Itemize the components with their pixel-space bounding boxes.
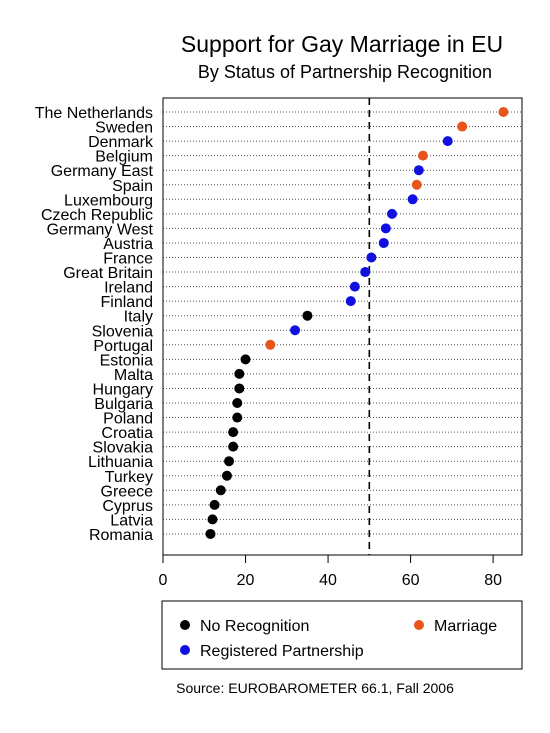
data-point [349, 281, 360, 292]
data-point [407, 194, 418, 205]
country-label: Greece [101, 483, 154, 500]
country-label: Germany East [51, 163, 154, 180]
x-axis: 0 20 40 60 80 [159, 555, 502, 589]
data-point [378, 237, 389, 248]
country-label: Turkey [105, 469, 153, 486]
grid-lines [163, 111, 522, 535]
data-point [290, 325, 301, 336]
country-label: Slovakia [93, 440, 154, 457]
country-label: Denmark [88, 134, 154, 151]
legend-label: Marriage [434, 618, 497, 635]
data-point [224, 456, 235, 467]
country-label: Lithuania [88, 454, 153, 471]
chart-subtitle: By Status of Partnership Recognition [198, 62, 492, 82]
data-point [234, 368, 245, 379]
data-point [205, 528, 216, 539]
data-point [345, 296, 356, 307]
data-point [240, 354, 251, 365]
data-point [411, 179, 422, 190]
data-point [366, 252, 377, 263]
country-label: Portugal [93, 338, 153, 355]
country-label: Slovenia [92, 323, 153, 340]
chart-title: Support for Gay Marriage in EU [181, 31, 503, 57]
legend-marker [414, 620, 424, 630]
source-note: Source: EUROBAROMETER 66.1, Fall 2006 [176, 680, 454, 696]
data-point [232, 412, 243, 423]
x-tick-label: 80 [484, 572, 502, 589]
data-point [265, 339, 276, 350]
data-point [360, 267, 371, 278]
country-label: Italy [124, 309, 153, 326]
data-point [209, 499, 220, 510]
country-label: Poland [103, 411, 153, 428]
country-label: Malta [114, 367, 153, 384]
legend-marker [180, 620, 190, 630]
data-point [302, 310, 313, 321]
data-point [457, 121, 468, 132]
legend-label: No Recognition [200, 618, 309, 635]
data-point [234, 383, 245, 394]
country-label: Great Britain [63, 265, 153, 282]
data-point [380, 223, 391, 234]
legend: No Recognition Marriage Registered Partner… [180, 618, 497, 660]
country-label: Estonia [100, 352, 153, 369]
country-label: Ireland [104, 280, 153, 297]
data-point [498, 107, 509, 117]
data-point [228, 441, 239, 452]
legend-box [161, 600, 523, 670]
country-labels: The NetherlandsSwedenDenmarkBelgiumGerma… [35, 105, 154, 544]
data-point [221, 470, 232, 481]
x-tick-label: 0 [159, 572, 168, 589]
country-label: The Netherlands [35, 105, 153, 122]
legend-marker [180, 645, 190, 655]
country-label: Austria [103, 236, 153, 253]
country-label: Belgium [95, 149, 153, 166]
country-label: Czech Republic [41, 207, 153, 224]
x-tick-label: 20 [237, 572, 255, 589]
data-points [205, 107, 509, 539]
country-label: Croatia [101, 425, 153, 442]
data-point [417, 150, 428, 161]
legend-label: Registered Partnership [200, 643, 364, 660]
country-label: France [103, 251, 153, 268]
country-label: Romania [89, 527, 153, 544]
x-tick-label: 60 [402, 572, 420, 589]
country-label: Spain [112, 178, 153, 195]
data-point [228, 427, 239, 438]
country-label: Sweden [95, 120, 153, 137]
data-point [442, 136, 453, 147]
country-label: Luxembourg [64, 192, 153, 209]
country-label: Cyprus [102, 498, 153, 515]
country-label: Finland [101, 294, 153, 311]
country-label: Hungary [93, 381, 153, 398]
data-point [215, 485, 226, 496]
country-label: Bulgaria [94, 396, 153, 413]
data-point [232, 398, 243, 408]
x-tick-label: 40 [319, 572, 337, 589]
plot-frame [162, 97, 523, 556]
country-label: Latvia [110, 512, 153, 529]
country-label: Germany West [47, 221, 154, 238]
data-point [387, 208, 398, 219]
data-point [413, 165, 424, 176]
data-point [207, 514, 218, 525]
